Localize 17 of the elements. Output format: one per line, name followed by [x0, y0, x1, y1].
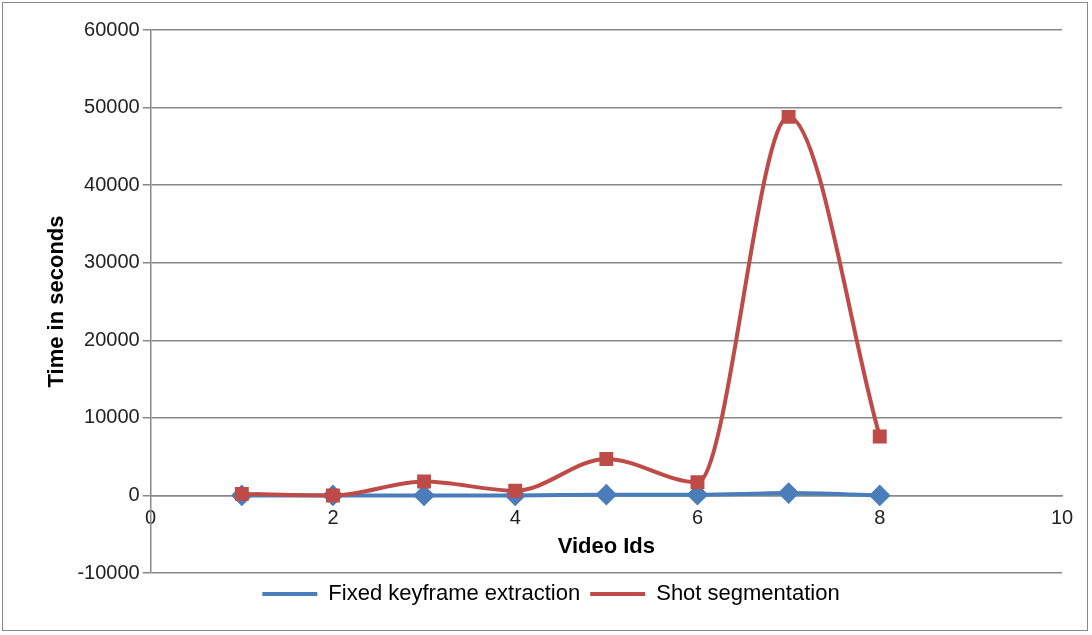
y-tick-label: 10000 [84, 405, 140, 428]
y-tick-label: 60000 [84, 17, 140, 40]
y-tick-label: 0 [128, 482, 140, 505]
y-tick-label: 40000 [84, 172, 140, 195]
y-tick-label: 50000 [84, 95, 140, 118]
legend-label: Fixed keyframe extraction [328, 580, 581, 606]
y-tick-label: 20000 [84, 327, 140, 350]
x-tick-label: 8 [874, 505, 886, 528]
x-tick-label: 4 [509, 505, 521, 528]
legend-label: Shot segmentation [656, 580, 840, 606]
x-axis-title: Video Ids [557, 532, 656, 558]
x-tick-label: 2 [327, 505, 339, 528]
x-tick-label: 6 [691, 505, 704, 528]
y-tick-label: 30000 [84, 250, 140, 273]
y-tick-label: -10000 [77, 560, 140, 583]
y-axis-title: Time in seconds [43, 215, 69, 388]
x-tick-label: 10 [1050, 505, 1074, 528]
